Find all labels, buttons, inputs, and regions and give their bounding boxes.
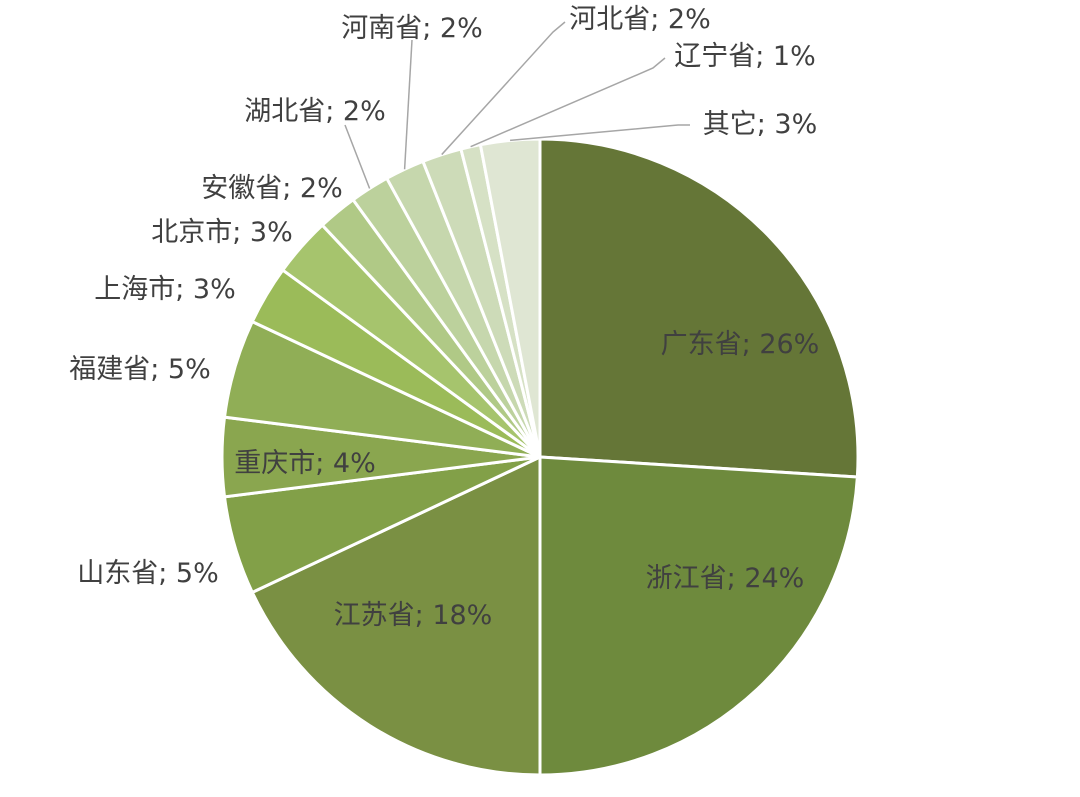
data-label-3: 山东省; 5% (77, 558, 219, 589)
data-label-8: 安徽省; 2% (201, 173, 343, 204)
data-label-10: 河南省; 2% (341, 13, 483, 44)
leader-line-9 (344, 124, 371, 189)
data-label-2: 江苏省; 18% (334, 600, 493, 631)
data-label-11: 河北省; 2% (569, 4, 711, 35)
data-label-13: 其它; 3% (703, 109, 818, 140)
pie-slice-2 (250, 454, 542, 777)
leader-line-10 (403, 39, 413, 170)
leader-line-13 (510, 124, 690, 142)
data-label-6: 上海市; 3% (94, 274, 236, 305)
data-label-12: 辽宁省; 1% (674, 41, 816, 72)
pie-slice-0 (538, 137, 860, 479)
data-label-7: 北京市; 3% (151, 217, 293, 248)
leader-line-11 (441, 21, 566, 156)
data-label-5: 福建省; 5% (69, 354, 211, 385)
data-label-9: 湖北省; 2% (244, 96, 386, 127)
pie-slice-1 (538, 455, 859, 777)
data-label-0: 广东省; 26% (661, 329, 820, 360)
data-label-4: 重庆市; 4% (234, 448, 376, 479)
leader-line-12 (470, 57, 666, 148)
data-label-1: 浙江省; 24% (646, 563, 805, 594)
